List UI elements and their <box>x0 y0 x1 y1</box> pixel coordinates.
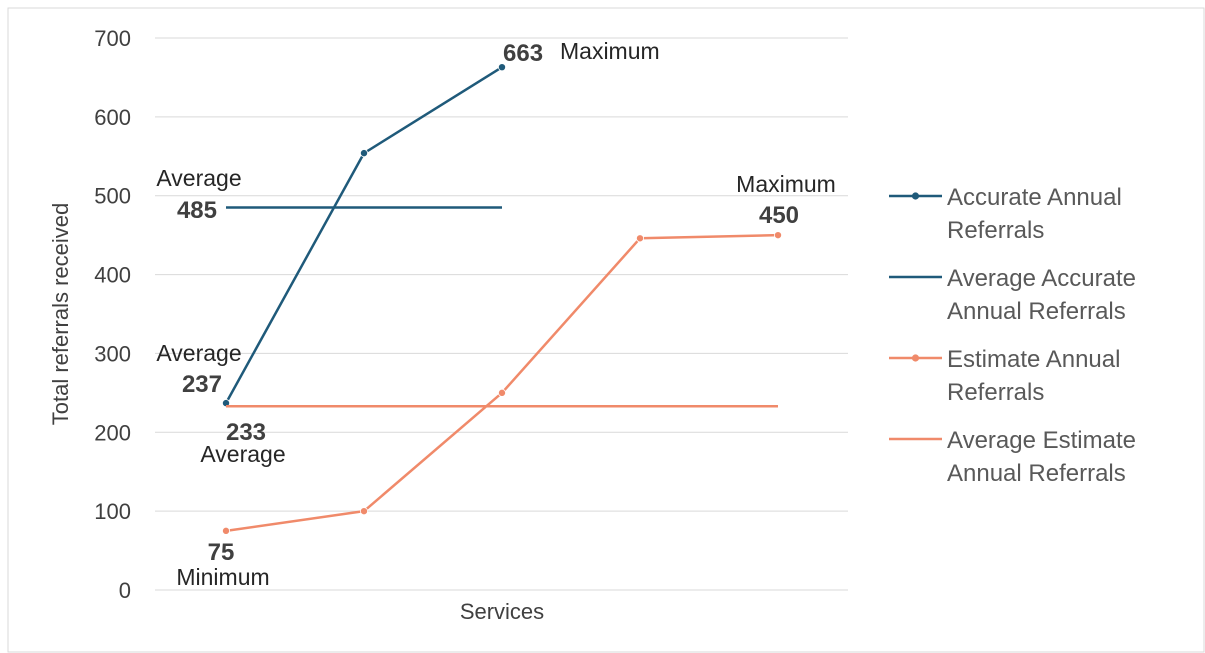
annotation-value-min-estimate: 75 <box>208 539 235 566</box>
y-tick-label: 300 <box>94 341 131 366</box>
legend-item-2: Average Accurate Annual Referrals <box>889 265 1136 325</box>
legend-label-line2: Annual Referrals <box>947 298 1126 325</box>
legend-label-line1: Estimate Annual <box>947 346 1120 373</box>
data-point <box>497 63 506 72</box>
y-tick-label: 500 <box>94 184 131 209</box>
legend-item-4: Average Estimate Annual Referrals <box>889 427 1136 487</box>
y-tick-label: 600 <box>94 105 131 130</box>
legend-marker <box>911 354 920 362</box>
legend-label-line2: Referrals <box>947 379 1044 406</box>
gridlines <box>155 37 848 591</box>
annotation-value-max-accurate: 663 <box>503 40 543 67</box>
series-lines <box>221 63 783 535</box>
legend-item-1: Accurate Annual Referrals <box>889 184 1122 244</box>
data-point <box>221 526 230 535</box>
y-tick-label: 100 <box>94 499 131 524</box>
annotation-value-avg-accurate: 485 <box>177 197 217 224</box>
y-tick-label: 200 <box>94 420 131 445</box>
legend-label-line1: Accurate Annual <box>947 184 1122 211</box>
data-point <box>774 231 783 240</box>
annotations: 663 Maximum485Average237Average233Average… <box>156 38 835 590</box>
data-point <box>497 388 506 397</box>
legend-label-line1: Average Accurate <box>947 265 1136 292</box>
data-point <box>636 234 645 243</box>
chart-border <box>7 7 1205 653</box>
legend-label-line2: Referrals <box>947 217 1044 244</box>
annotation-label-max-estimate: Maximum <box>736 171 836 197</box>
annotation-value-max-estimate: 450 <box>759 202 799 229</box>
y-axis-title: Total referrals received <box>48 203 73 426</box>
annotation-label-min-estimate: Minimum <box>176 564 269 590</box>
annotation-value-avg-estimate: 233 <box>226 419 266 446</box>
legend-label-line1: Average Estimate <box>947 427 1136 454</box>
x-axis-title: Services <box>460 599 544 624</box>
legend-marker <box>911 192 920 200</box>
data-point <box>359 149 368 158</box>
annotation-label-avg-accurate-low: Average <box>156 340 241 366</box>
annotation-value-avg-accurate-low: 237 <box>182 371 222 398</box>
legend-item-3: Estimate Annual Referrals <box>889 346 1120 406</box>
legend-label-line2: Annual Referrals <box>947 460 1126 487</box>
y-axis-ticks: 0 100 200 300 400 500 600 700 <box>94 26 131 603</box>
y-tick-label: 400 <box>94 263 131 288</box>
y-tick-label: 0 <box>119 578 131 603</box>
data-point <box>359 507 368 516</box>
legend: Accurate Annual Referrals Average Accurate… <box>889 184 1136 487</box>
annotation-label-max-accurate: Maximum <box>560 38 660 64</box>
y-tick-label: 700 <box>94 26 131 51</box>
annotation-label-avg-accurate: Average <box>156 165 241 191</box>
annotation-label-avg-estimate: Average <box>200 441 285 467</box>
